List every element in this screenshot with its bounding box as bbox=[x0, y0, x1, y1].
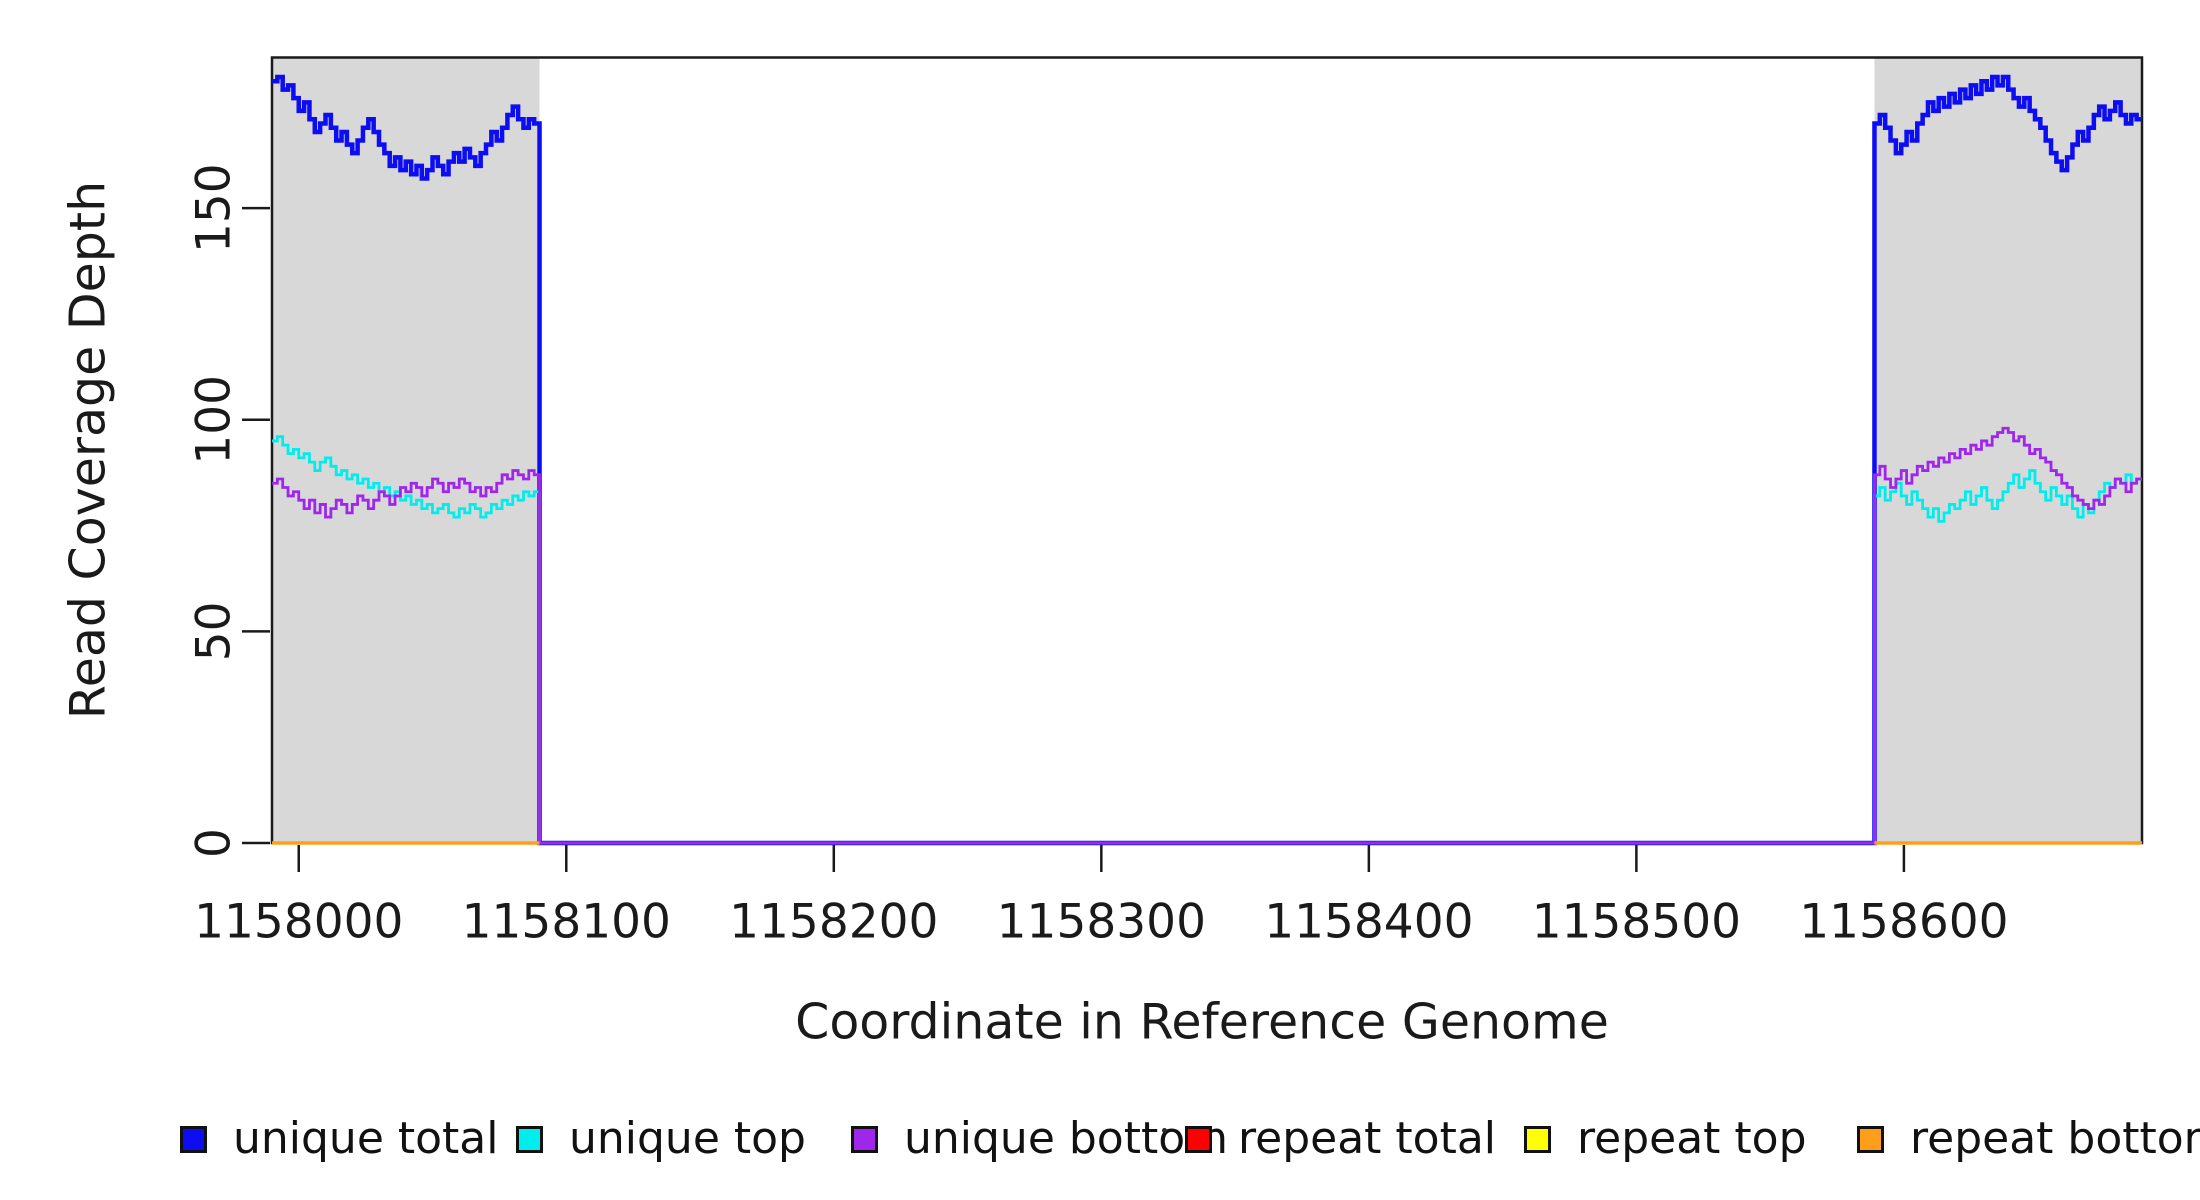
legend-label: repeat bottom bbox=[1910, 1113, 2200, 1164]
legend-swatch-unique-bottom bbox=[851, 1125, 878, 1153]
legend-item-repeat-top: repeat top bbox=[1524, 1113, 1807, 1164]
series-line-unique-total bbox=[272, 74, 2142, 846]
x-tick-label: 1158400 bbox=[1264, 895, 1473, 950]
legend-label: unique top bbox=[569, 1113, 806, 1164]
x-tick-label: 1158600 bbox=[1799, 895, 2008, 950]
legend-swatch-repeat-total bbox=[1185, 1125, 1212, 1153]
y-tick-label: 150 bbox=[187, 163, 242, 253]
series-group bbox=[272, 74, 2142, 846]
legend-label: unique total bbox=[233, 1113, 499, 1164]
legend-label: repeat total bbox=[1238, 1113, 1497, 1164]
shaded-region bbox=[272, 57, 540, 843]
series-line-unique-bottom bbox=[272, 426, 2142, 845]
plot-box bbox=[270, 56, 2144, 845]
legend-swatch-repeat-top bbox=[1524, 1125, 1551, 1153]
x-tick-label: 1158200 bbox=[729, 895, 938, 950]
legend-item-unique-top: unique top bbox=[516, 1113, 806, 1164]
x-tick-label: 1158000 bbox=[194, 895, 403, 950]
x-tick-label: 1158500 bbox=[1532, 895, 1741, 950]
legend-label: unique bottom bbox=[904, 1113, 1229, 1164]
legend-swatch-repeat-bottom bbox=[1857, 1125, 1884, 1153]
y-tick-label: 0 bbox=[187, 828, 242, 858]
legend-swatch-unique-top bbox=[516, 1125, 543, 1153]
series-line-unique-top bbox=[272, 435, 2142, 845]
stray-dot bbox=[1162, 1128, 1167, 1133]
legend-label: repeat top bbox=[1577, 1113, 1807, 1164]
legend-item-repeat-total: repeat total bbox=[1185, 1113, 1497, 1164]
x-tick-label: 1158100 bbox=[462, 895, 671, 950]
x-axis-title: Coordinate in Reference Genome bbox=[795, 993, 1609, 1051]
legend-item-unique-bottom: unique bottom bbox=[851, 1113, 1229, 1164]
y-axis-title: Read Coverage Depth bbox=[59, 180, 117, 720]
shaded-region bbox=[1874, 57, 2142, 843]
x-tick-label: 1158300 bbox=[997, 895, 1206, 950]
legend-swatch-unique-total bbox=[180, 1125, 207, 1153]
legend-item-repeat-bottom: repeat bottom bbox=[1857, 1113, 2200, 1164]
y-tick-label: 50 bbox=[187, 601, 242, 661]
y-tick-label: 100 bbox=[187, 375, 242, 465]
legend-item-unique-total: unique total bbox=[180, 1113, 499, 1164]
